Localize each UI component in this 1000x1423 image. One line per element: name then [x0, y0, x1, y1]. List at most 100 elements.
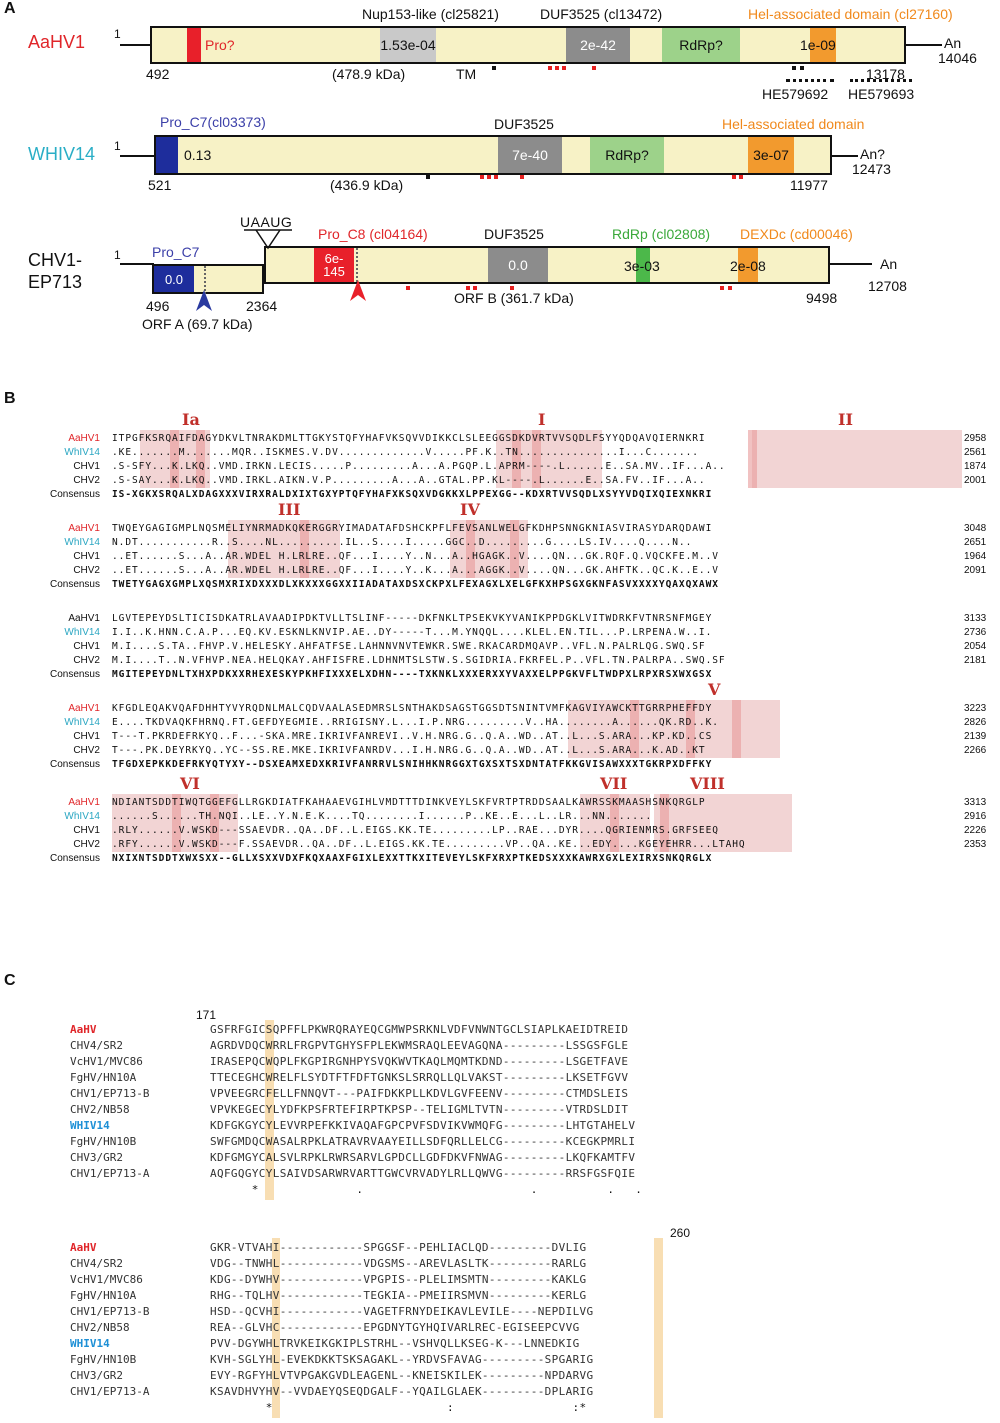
- sequence-name: WHIV14: [70, 1337, 110, 1350]
- whiv14-motif-mark: [494, 175, 498, 179]
- sequence-name: CHV1/EP713-A: [70, 1385, 150, 1398]
- aahv1-pro-domain: [187, 28, 201, 62]
- alignment-row: CHV1/EP713-B HSD--QCVHI------------VAGETF…: [0, 1304, 1000, 1320]
- aahv1-name: AaHV1: [28, 32, 86, 52]
- whiv14-pro-domain: [156, 137, 178, 173]
- sequence-name: VcHV1/MVC86: [70, 1273, 143, 1286]
- conserved-residue-highlight: [653, 1238, 663, 1418]
- whiv14-3utr: [830, 155, 858, 157]
- whiv14-duf-e: 7e-40: [512, 147, 548, 163]
- aahv1-nup-e: 1.53e-04: [380, 37, 436, 53]
- sequence-text: GSFRFGICSQPFFLPKWRQRAYEQCGMWPSRKNLVDFVNW…: [210, 1023, 629, 1036]
- panel-c-letter: C: [4, 972, 16, 989]
- sequence-text: AGRDVDQCWRRLFRGPVTGHYSFPLEKWMSRAQLEEVAGQ…: [210, 1039, 629, 1052]
- chv1-start: 1: [114, 248, 121, 262]
- whiv14-mw: (436.9 kDa): [330, 177, 404, 193]
- whiv14-an: An?: [860, 146, 885, 162]
- chv1-orfb-end: 9498: [806, 290, 838, 306]
- alignment-row: CHV1/EP713-B VPVEEGRCFELLFNNQVT---PAIFDKK…: [0, 1086, 1000, 1102]
- sequence-text: KDG--DYWHV------------VPGPIS--PLELIMSMTN…: [210, 1273, 587, 1286]
- chv1-pro-c7-label: Pro_C7: [152, 244, 200, 260]
- conservation-symbols: * . . . .: [203, 1183, 643, 1196]
- alignment-row: CHV1/EP713-A AQFGQGYCYLSAIVDSARWRVARTTGWC…: [0, 1166, 1000, 1182]
- chv1-helicase-mark: [728, 286, 732, 290]
- chv1-3utr: [828, 263, 872, 265]
- aahv1-orf: [150, 26, 906, 64]
- alignment-row: CHV1/EP713-A KSAVDHVYHV--VVDAEYQSEQDGALF-…: [0, 1384, 1000, 1400]
- chv1-rdrp-label: RdRp (cl02808): [612, 226, 711, 242]
- aahv1-rdrp-domain: RdRp?: [662, 28, 740, 62]
- sequence-name: WHIV14: [70, 1119, 110, 1132]
- whiv14-pro-e: 0.13: [184, 147, 212, 163]
- whiv14-orf: [154, 135, 832, 175]
- sequence-name: FgHV/HN10B: [70, 1135, 137, 1148]
- chv1-pro-c8-e2: 145: [323, 264, 345, 279]
- chv1-pro-c8-domain: 6e- 145: [314, 248, 354, 282]
- sequence-name: CHV4/SR2: [70, 1039, 123, 1052]
- whiv14-orf-start: 521: [148, 177, 172, 193]
- chv1-pro-c8-e1: 6e-: [324, 251, 344, 266]
- sequence-text: SWFGMDQCWASALRPKLATRAVRVAAYEILLSDFQRLLEL…: [210, 1135, 636, 1148]
- sequence-name: VcHV1/MVC86: [70, 1055, 143, 1068]
- alignment-row: VcHV1/MVC86 KDG--DYWHV------------VPGPIS-…: [0, 1272, 1000, 1288]
- sequence-text: HSD--QCVHI------------VAGETFRNYDEIKAVLEV…: [210, 1305, 594, 1318]
- chv1-rdrp-domain: [636, 248, 650, 282]
- sequence-name: CHV1/EP713-B: [70, 1087, 150, 1100]
- sequence-text: IRASEPQCWQPLFKGPIRGNHPYSVQKWVTKAQLMQMTKD…: [210, 1055, 629, 1068]
- chv1-orfa-end: 2364: [246, 298, 278, 314]
- aahv1-motif-mark: [548, 66, 552, 70]
- chv1-orfb-cleavage-arrow-icon: [350, 280, 366, 301]
- whiv14-orf-end: 11977: [790, 177, 828, 193]
- whiv14-rdrp-label: RdRp?: [605, 147, 649, 163]
- sequence-text: REA--GLVHC------------EPGDNYTGYHQIVARLRE…: [210, 1321, 580, 1334]
- aahv1-rdrp-label: RdRp?: [679, 37, 723, 53]
- sequence-text: VDG--TNWHL------------VDGSMS--AREVLASLTK…: [210, 1257, 587, 1270]
- whiv14-5utr: [120, 155, 156, 157]
- whiv14-pro-label: Pro_C7(cl03373): [160, 114, 266, 130]
- aahv1-pro-label: Pro?: [205, 37, 235, 53]
- panel-c-start-pos: 171: [196, 1008, 217, 1022]
- chv1-name-line2: EP713: [28, 272, 83, 292]
- aahv1-helicase-mark: [792, 66, 796, 70]
- alignment-row: WHIV14 KDFGKGYCYLEVVRPEFKKIVAQAFGPCPVFSDV…: [0, 1118, 1000, 1134]
- aahv1-nup-domain: 1.53e-04: [380, 28, 436, 62]
- sequence-name: CHV1/EP713-B: [70, 1305, 150, 1318]
- alignment-row: CHV2/NB58 REA--GLVHC------------EPGDNYTGY…: [0, 1320, 1000, 1336]
- chv1-motif-mark: [406, 286, 410, 290]
- sequence-name: FgHV/HN10A: [70, 1071, 137, 1084]
- whiv14-tm-mark: [426, 175, 430, 179]
- chv1-orfa-label: ORF A (69.7 kDa): [142, 316, 253, 332]
- whiv14-hel-domain: 3e-07: [748, 137, 794, 173]
- sequence-name: CHV4/SR2: [70, 1257, 123, 1270]
- alignment-row: CHV4/SR2 AGRDVDQCWRRLFRGPVTGHYSFPLEKWMSRA…: [0, 1038, 1000, 1054]
- alignment-row: FgHV/HN10B KVH-SGLYHL-EVEKDKKTSKSAGAKL--Y…: [0, 1352, 1000, 1368]
- aahv1-duf-e: 2e-42: [580, 37, 616, 53]
- sequence-name: CHV3/GR2: [70, 1369, 123, 1382]
- alignment-row: VcHV1/MVC86 IRASEPQCWQPLFKGPIRGNHPYSVQKWV…: [0, 1054, 1000, 1070]
- alignment-row: WHIV14 PVV-DGYWHLTRVKEIKGKIPLSTRHL--VSHVQ…: [0, 1336, 1000, 1352]
- whiv14-motif-mark: [487, 175, 491, 179]
- chv1-orfa-cleavage-line: [204, 266, 206, 294]
- sequence-name: FgHV/HN10A: [70, 1289, 137, 1302]
- aahv1-hel-label: Hel-associated domain (cl27160): [748, 6, 953, 22]
- aahv1-motif-mark: [555, 66, 559, 70]
- chv1-dexdc-label: DEXDc (cd00046): [740, 226, 853, 242]
- aahv1-orf-end: 13178: [866, 66, 905, 82]
- conserved-residue-highlight: [271, 1238, 281, 1418]
- aahv1-duf-label: DUF3525 (cl13472): [540, 6, 663, 22]
- sequence-text: EVY-RGFYHLVTVPGAKGVDLEAGENL--KNEISKILEK-…: [210, 1369, 594, 1382]
- aahv1-hel-e: 1e-09: [800, 37, 836, 53]
- alignment-row: CHV4/SR2 VDG--TNWHL------------VDGSMS--AR…: [0, 1256, 1000, 1272]
- sequence-name: CHV2/NB58: [70, 1321, 130, 1334]
- aahv1-nup-label: Nup153-like (cl25821): [362, 6, 499, 22]
- alignment-row: FgHV/HN10A TTECEGHCWRELFLSYDTFTFDFTGNKSLS…: [0, 1070, 1000, 1086]
- alignment-row: AaHV GKR-VTVAHI------------SPGGSF--PEHLIA…: [0, 1240, 1000, 1256]
- sequence-text: TTECEGHCWRELFLSYDTFTFDFTGNKSLSRRQLLQLVAK…: [210, 1071, 629, 1084]
- sequence-text: KVH-SGLYHL-EVEKDKKTSKSAGAKL--YRDVSFAVAG-…: [210, 1353, 594, 1366]
- panel-b-letter: B: [4, 390, 16, 407]
- sequence-text: AQFGQGYCYLSAIVDSARWRVARTTGWCVRVADYLRLLQW…: [210, 1167, 636, 1180]
- panel-a-letter: A: [4, 0, 16, 17]
- chv1-helicase-mark: [720, 286, 724, 290]
- aahv1-motif-mark: [562, 66, 566, 70]
